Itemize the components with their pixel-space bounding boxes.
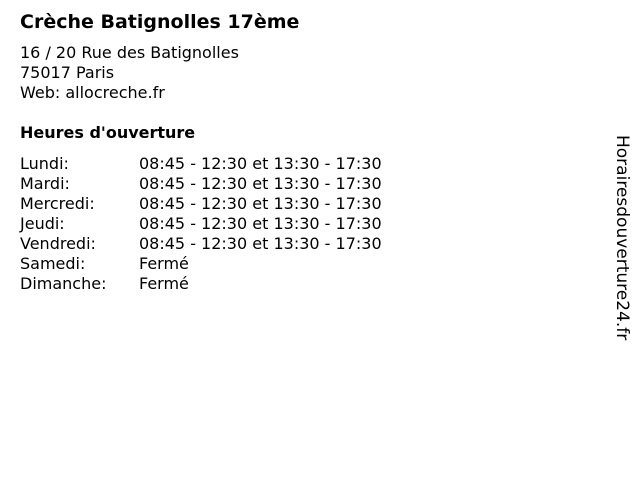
hours-value: Fermé bbox=[139, 254, 189, 273]
day-label: Dimanche: bbox=[20, 274, 107, 293]
hours-row: Mardi: 08:45 - 12:30 et 13:30 - 17:30 bbox=[20, 174, 382, 194]
address-city: 75017 Paris bbox=[20, 63, 115, 82]
hours-row: Vendredi: 08:45 - 12:30 et 13:30 - 17:30 bbox=[20, 234, 382, 254]
day-label: Mercredi: bbox=[20, 194, 95, 213]
day-label: Vendredi: bbox=[20, 234, 96, 253]
hours-row: Lundi: 08:45 - 12:30 et 13:30 - 17:30 bbox=[20, 154, 382, 174]
hours-row: Samedi: Fermé bbox=[20, 254, 382, 274]
hours-row: Dimanche: Fermé bbox=[20, 274, 382, 294]
address-street: 16 / 20 Rue des Batignolles bbox=[20, 43, 239, 62]
hours-value: 08:45 - 12:30 et 13:30 - 17:30 bbox=[139, 214, 382, 233]
day-label: Lundi: bbox=[20, 154, 69, 173]
hours-row: Mercredi: 08:45 - 12:30 et 13:30 - 17:30 bbox=[20, 194, 382, 214]
hours-value: 08:45 - 12:30 et 13:30 - 17:30 bbox=[139, 234, 382, 253]
hours-row: Jeudi: 08:45 - 12:30 et 13:30 - 17:30 bbox=[20, 214, 382, 234]
hours-heading: Heures d'ouverture bbox=[20, 123, 196, 142]
hours-table: Lundi: 08:45 - 12:30 et 13:30 - 17:30 Mar… bbox=[20, 154, 382, 294]
day-label: Samedi: bbox=[20, 254, 86, 273]
day-label: Jeudi: bbox=[20, 214, 65, 233]
page-title: Crèche Batignolles 17ème bbox=[20, 11, 300, 33]
address-block: 16 / 20 Rue des Batignolles 75017 Paris … bbox=[20, 43, 239, 103]
hours-value: Fermé bbox=[139, 274, 189, 293]
hours-value: 08:45 - 12:30 et 13:30 - 17:30 bbox=[139, 174, 382, 193]
hours-value: 08:45 - 12:30 et 13:30 - 17:30 bbox=[139, 194, 382, 213]
website-link[interactable]: Web: allocreche.fr bbox=[20, 83, 165, 102]
site-watermark: Horairesdouverture24.fr bbox=[612, 135, 632, 341]
hours-value: 08:45 - 12:30 et 13:30 - 17:30 bbox=[139, 154, 382, 173]
day-label: Mardi: bbox=[20, 174, 70, 193]
